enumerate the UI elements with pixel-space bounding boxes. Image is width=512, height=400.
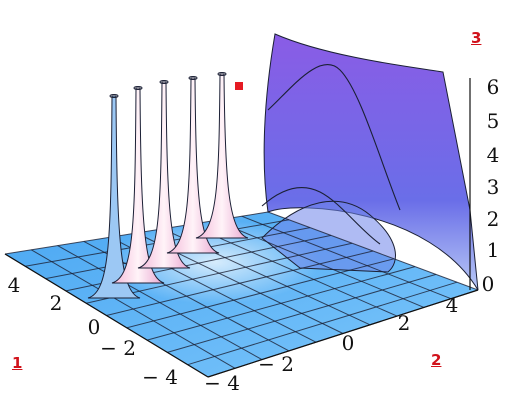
mesh-line (126, 258, 395, 329)
tick-label: − 2 (258, 352, 294, 376)
surface-spikes (87, 72, 249, 299)
tick-label: − 4 (142, 365, 178, 389)
surface-bump-peak (267, 64, 401, 211)
tick-label: − 2 (100, 336, 136, 360)
tick-label: 2 (398, 311, 411, 335)
plot-axes (4, 78, 479, 378)
red-marker-square (235, 82, 243, 90)
marker-2-link[interactable]: 2 (431, 351, 442, 369)
tick-label: − 4 (204, 371, 240, 395)
tick-label: 4 (8, 273, 21, 297)
y-axis-line (207, 289, 479, 378)
marker-3-link[interactable]: 3 (471, 29, 482, 47)
mesh-line (267, 211, 479, 291)
surface-bump-curve (261, 187, 381, 245)
mesh-line (187, 281, 458, 366)
spike-rim (109, 94, 119, 98)
spike (195, 73, 249, 239)
surface-bump (261, 200, 396, 273)
tick-label: 4 (446, 293, 459, 317)
tick-label: 0 (88, 315, 101, 339)
tick-label: 4 (487, 143, 500, 167)
x-axis-line (4, 253, 209, 378)
tick-label: 2 (50, 291, 63, 315)
mesh-line (215, 219, 425, 308)
spike-rim (188, 76, 198, 80)
spike-rim (217, 72, 227, 76)
tick-label: 0 (482, 272, 495, 296)
tick-label: 0 (342, 331, 355, 355)
mesh-line (241, 215, 452, 300)
mesh-line (188, 224, 398, 317)
tick-label: 3 (487, 175, 500, 199)
mesh-line (146, 266, 416, 341)
spike-rim (159, 80, 169, 84)
tick-label: 6 (487, 75, 500, 99)
tick-label: 2 (487, 207, 500, 231)
tick-label: 1 (487, 238, 500, 262)
marker-1-link[interactable]: 1 (12, 354, 23, 372)
spike-rim (133, 86, 143, 90)
tick-label: 5 (487, 109, 500, 133)
mesh-line (167, 273, 437, 353)
